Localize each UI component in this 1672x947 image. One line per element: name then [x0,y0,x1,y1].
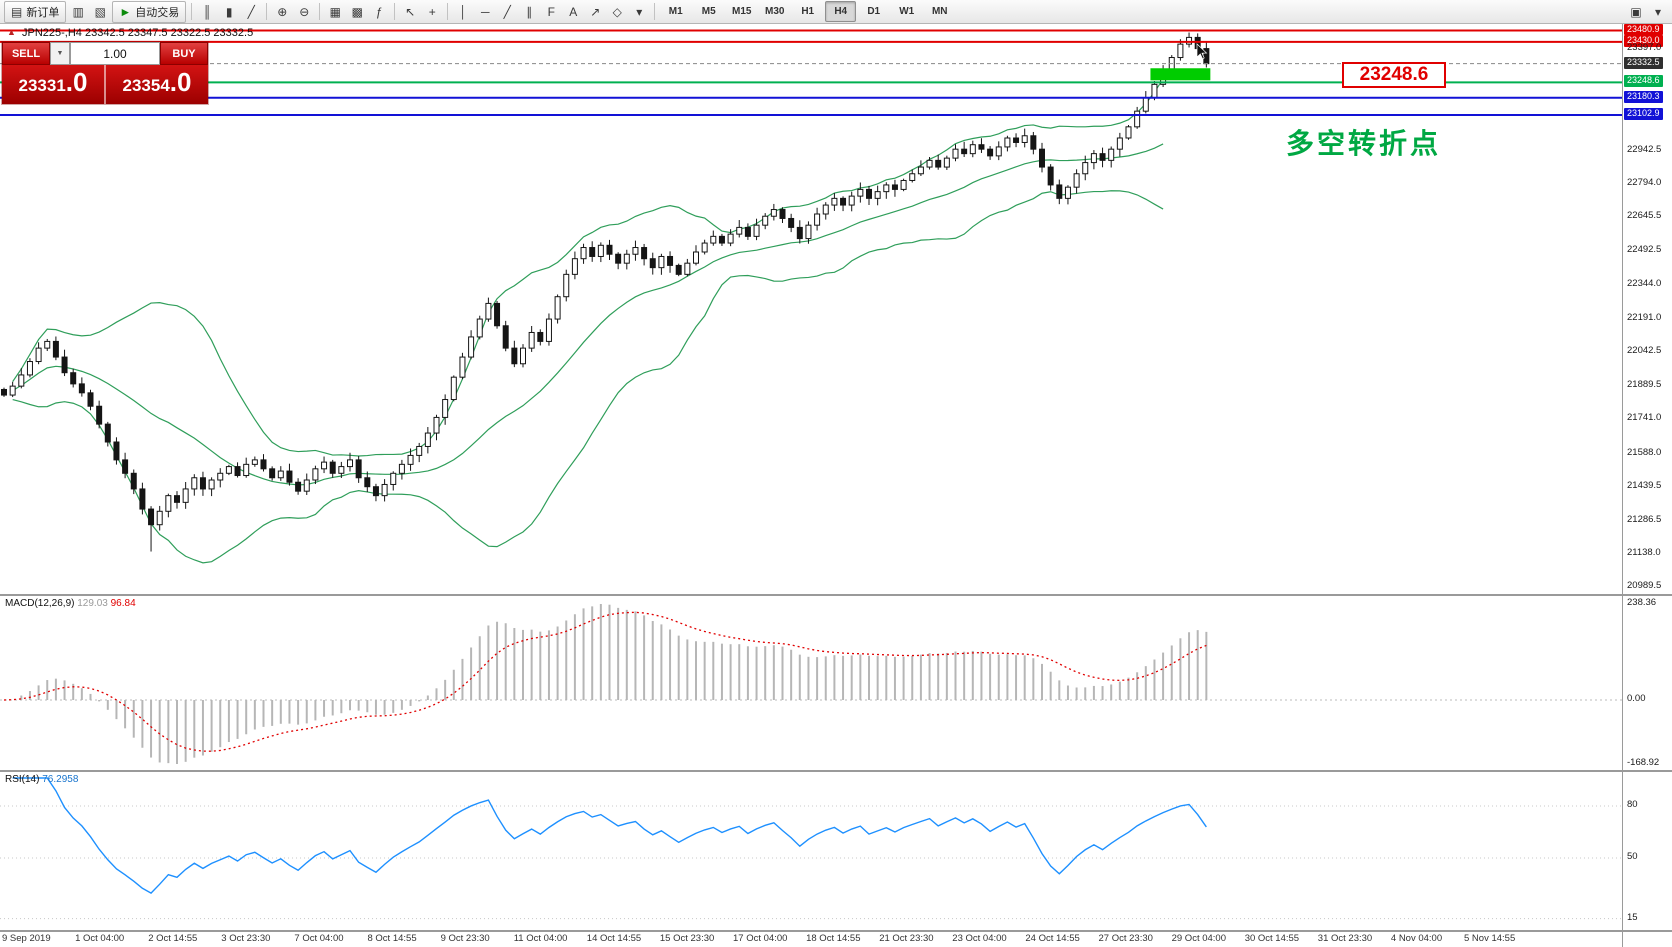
buy-button[interactable]: BUY [160,42,208,65]
time-axis-label: 31 Oct 23:30 [1317,933,1373,944]
timeframe-mn[interactable]: MN [931,6,948,17]
new-order-icon: ▤ [11,4,23,19]
toolbar-separator [654,3,656,20]
toolbar-separator [394,3,396,20]
buy-price-button[interactable]: 23354 .0 [106,65,208,104]
charts-window-icon[interactable]: ▧ [94,4,107,19]
new-order-button[interactable]: ▤ 新订单 [4,0,67,23]
time-axis-label: 29 Oct 04:00 [1171,933,1226,944]
timeframe-d1[interactable]: D1 [867,6,881,17]
autotrading-button[interactable]: ► 自动交易 [112,0,187,23]
buy-price-frac: .0 [169,67,192,97]
time-axis-label: 4 Nov 04:00 [1390,933,1443,944]
macd-value-signal: 96.84 [110,598,136,609]
price-scale-border [1622,24,1623,947]
vertical-line-tool-icon[interactable]: │ [459,4,467,19]
time-axis-label: 1 Oct 04:00 [75,933,125,944]
time-axis-label: 9 Sep 2019 [2,933,51,944]
monitor-icon[interactable]: ▣ [1630,4,1642,19]
autotrading-play-icon: ► [119,4,132,19]
caret-down-icon: ▼ [56,50,64,57]
time-axis-label: 18 Oct 14:55 [806,933,861,944]
more-tools-icon[interactable]: ▾ [636,4,643,19]
cursor-tool-icon[interactable]: ↖ [405,4,416,19]
timeframe-h4[interactable]: H4 [825,1,857,22]
toolbar-separator [191,3,193,20]
time-axis-label: 24 Oct 14:55 [1025,933,1080,944]
profiles-icon[interactable]: ▥ [72,4,85,19]
time-axis-label: 9 Oct 23:30 [440,933,490,944]
sell-price-frac: .0 [65,67,88,97]
timeframe-m15[interactable]: M15 [732,6,752,17]
sell-button[interactable]: SELL [2,42,50,65]
time-axis-label: 15 Oct 23:30 [659,933,715,944]
time-axis-label: 27 Oct 23:30 [1098,933,1153,944]
time-axis-label: 30 Oct 14:55 [1244,933,1300,944]
toolbar-more-icon[interactable]: ▾ [1654,4,1662,19]
new-order-label: 新订单 [26,6,60,19]
symbol-info: JPN225-,H4 23342.5 23347.5 23322.5 23332… [22,27,254,39]
time-axis-label: 8 Oct 14:55 [367,933,417,944]
sell-price-button[interactable]: 23331 .0 [2,65,104,104]
zoom-out-icon[interactable]: ⊖ [299,4,310,19]
arrange-windows-icon[interactable]: ▩ [351,4,363,19]
time-axis-label: 3 Oct 23:30 [221,933,271,944]
toolbar-separator [266,3,268,20]
volume-input[interactable] [70,42,160,65]
time-axis-label: 5 Nov 14:55 [1464,933,1516,944]
timeframe-m30[interactable]: M30 [765,6,785,17]
toolbar-separator [447,3,449,20]
toolbar: ▤ 新订单 ▥ ▧ ► 自动交易 ║ ▮ ╱ ⊕ ⊖ ▦ ▩ ƒ ↖ + │ ─… [0,0,1672,24]
macd-value-main: 129.03 [77,598,108,609]
indicators-icon[interactable]: ƒ [375,4,383,19]
channel-tool-icon[interactable]: ∥ [526,4,533,19]
horizontal-line-tool-icon[interactable]: ─ [480,4,490,19]
price-scale[interactable] [1623,24,1672,947]
panel-splitter-macd[interactable] [0,594,1672,596]
bar-chart-icon[interactable]: ║ [202,4,212,19]
timeframe-w1[interactable]: W1 [899,6,915,17]
time-axis-label: 7 Oct 04:00 [294,933,344,944]
price-divider [104,65,106,104]
rsi-value: 76.2958 [42,774,79,785]
fibonacci-tool-icon[interactable]: F [547,4,555,19]
volume-dropdown[interactable]: ▼ [50,42,70,65]
autotrading-label: 自动交易 [135,6,180,19]
time-axis-label: 21 Oct 23:30 [879,933,934,944]
timeframe-m1[interactable]: M1 [668,6,683,17]
panel-splitter-rsi[interactable] [0,770,1672,772]
zoom-in-icon[interactable]: ⊕ [277,4,288,19]
rsi-label: RSI(14) 76.2958 [5,774,78,785]
price-alert-box[interactable]: 23248.6 [1342,62,1446,88]
rsi-name: RSI(14) [5,774,40,785]
symbol-icon: ▲ [7,27,16,37]
one-click-trading-panel: SELL ▼ BUY 23331 .0 23354 .0 [2,42,208,104]
trendline-tool-icon[interactable]: ╱ [503,4,511,19]
candlestick-chart-icon[interactable]: ▮ [225,4,233,19]
time-axis-label: 17 Oct 04:00 [733,933,788,944]
macd-name: MACD(12,26,9) [5,598,75,609]
shapes-tool-icon[interactable]: ◇ [612,4,622,19]
arrows-tool-icon[interactable]: ↗ [590,4,601,19]
time-axis-border [0,930,1672,932]
time-axis-label: 11 Oct 04:00 [513,933,568,944]
toolbar-separator [319,3,321,20]
text-tool-icon[interactable]: A [569,4,578,19]
time-axis-label: 14 Oct 14:55 [586,933,642,944]
macd-label: MACD(12,26,9) 129.03 96.84 [5,598,136,609]
time-axis-label: 2 Oct 14:55 [148,933,198,944]
crosshair-tool-icon[interactable]: + [428,4,436,19]
timeframe-m5[interactable]: M5 [701,6,716,17]
time-axis-label: 23 Oct 04:00 [952,933,1007,944]
timeframe-h1[interactable]: H1 [801,6,815,17]
buy-price-main: 23354 [122,76,170,95]
tile-windows-icon[interactable]: ▦ [329,4,341,19]
annotation-text: 多空转折点 [1286,129,1442,160]
time-axis[interactable]: 9 Sep 2019 1 Oct 04:00 2 Oct 14:55 3 Oct 23… [0,933,1622,947]
line-chart-icon[interactable]: ╱ [247,4,255,19]
sell-price-main: 23331 [18,76,66,95]
